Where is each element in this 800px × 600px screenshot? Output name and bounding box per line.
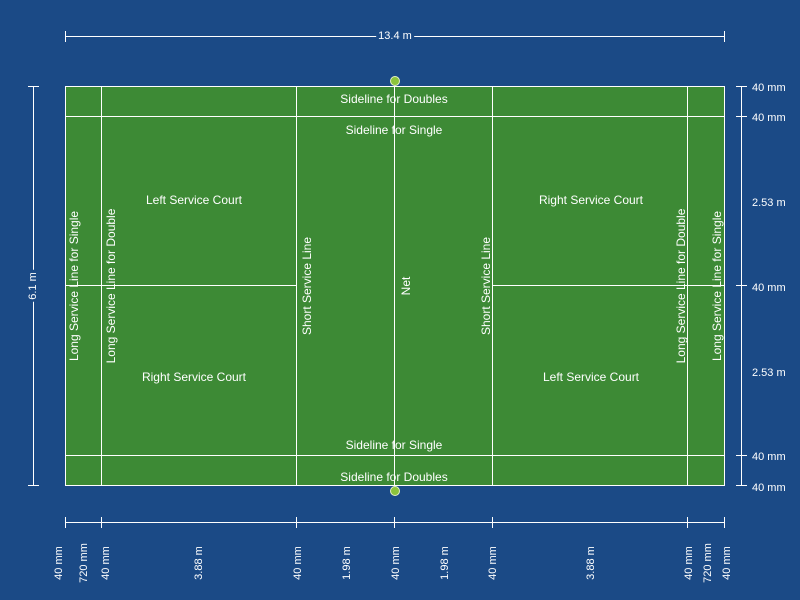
bottom-tick-4 <box>394 517 395 528</box>
right-tick-5 <box>736 485 747 486</box>
label-long-service-double-left: Long Service Line for Double <box>104 208 118 364</box>
court-surface: Sideline for Doubles Sideline for Single… <box>65 86 725 486</box>
left-dimension-tick-bottom <box>28 485 39 486</box>
net-post-bottom <box>390 486 400 496</box>
long-service-line-single-left <box>65 86 66 486</box>
label-sideline-doubles-top: Sideline for Doubles <box>340 92 448 106</box>
long-service-line-double-right <box>687 86 688 486</box>
bottom-tick-2 <box>101 517 102 528</box>
bottom-dim-label-3: 40 mm <box>100 546 112 580</box>
right-dimension-line <box>741 86 742 486</box>
label-long-service-single-left: Long Service Line for Single <box>67 210 81 362</box>
bottom-dim-label-10: 3.88 m <box>585 546 597 580</box>
bottom-dim-label-5: 40 mm <box>292 546 304 580</box>
bottom-dim-label-4: 3.88 m <box>193 546 205 580</box>
bottom-tick-3 <box>296 517 297 528</box>
sideline-doubles-top <box>65 86 725 87</box>
label-long-service-double-right: Long Service Line for Double <box>674 208 688 364</box>
right-dim-label-1: 40 mm <box>752 82 786 94</box>
bottom-dim-label-7: 40 mm <box>390 546 402 580</box>
bottom-tick-6 <box>687 517 688 528</box>
sideline-doubles-bottom <box>65 485 725 486</box>
bottom-tick-7 <box>724 517 725 528</box>
net-line <box>394 86 395 486</box>
label-right-service-court-left: Right Service Court <box>141 370 247 384</box>
right-dim-label-2: 40 mm <box>752 112 786 124</box>
right-tick-3 <box>736 285 747 286</box>
right-dim-label-7: 40 mm <box>752 482 786 494</box>
sideline-single-bottom <box>65 455 725 456</box>
bottom-dim-label-8: 1.98 m <box>439 546 451 580</box>
right-tick-2 <box>736 116 747 117</box>
left-dimension-tick-top <box>28 86 39 87</box>
bottom-dim-label-6: 1.98 m <box>341 546 353 580</box>
bottom-tick-1 <box>65 517 66 528</box>
bottom-dim-label-1: 40 mm <box>53 546 65 580</box>
right-dim-label-4: 40 mm <box>752 282 786 294</box>
bottom-dim-label-11: 40 mm <box>683 546 695 580</box>
label-short-service-right: Short Service Line <box>479 236 493 336</box>
long-service-line-double-left <box>101 86 102 486</box>
net-post-top <box>390 76 400 86</box>
right-dim-label-5: 2.53 m <box>752 367 786 379</box>
center-line-left <box>65 285 296 286</box>
short-service-line-left <box>296 86 297 486</box>
bottom-dim-label-9: 40 mm <box>487 546 499 580</box>
right-tick-1 <box>736 86 747 87</box>
center-line-right <box>492 285 725 286</box>
bottom-dim-label-2: 720 mm <box>78 543 90 583</box>
bottom-dimension-line <box>65 522 725 523</box>
short-service-line-right <box>492 86 493 486</box>
right-dim-label-6: 40 mm <box>752 451 786 463</box>
bottom-tick-5 <box>492 517 493 528</box>
bottom-dim-label-13: 40 mm <box>721 546 733 580</box>
label-right-service-court-right: Right Service Court <box>538 193 644 207</box>
label-sideline-doubles-bottom: Sideline for Doubles <box>340 470 448 484</box>
top-dimension-tick-right <box>724 31 725 42</box>
overall-width-label: 13.4 m <box>376 30 414 42</box>
bottom-dim-label-12: 720 mm <box>702 543 714 583</box>
label-left-service-court-right: Left Service Court <box>542 370 640 384</box>
overall-height-label: 6.1 m <box>27 270 39 302</box>
long-service-line-single-right <box>724 86 725 486</box>
label-left-service-court-left: Left Service Court <box>145 193 243 207</box>
label-net: Net <box>399 276 413 296</box>
label-short-service-left: Short Service Line <box>300 236 314 336</box>
label-long-service-single-right: Long Service Line for Single <box>710 210 724 362</box>
right-tick-4 <box>736 455 747 456</box>
label-sideline-single-bottom: Sideline for Single <box>345 438 443 452</box>
right-dim-label-3: 2.53 m <box>752 197 786 209</box>
label-sideline-single-top: Sideline for Single <box>345 123 443 137</box>
top-dimension-tick-left <box>65 31 66 42</box>
sideline-single-top <box>65 116 725 117</box>
